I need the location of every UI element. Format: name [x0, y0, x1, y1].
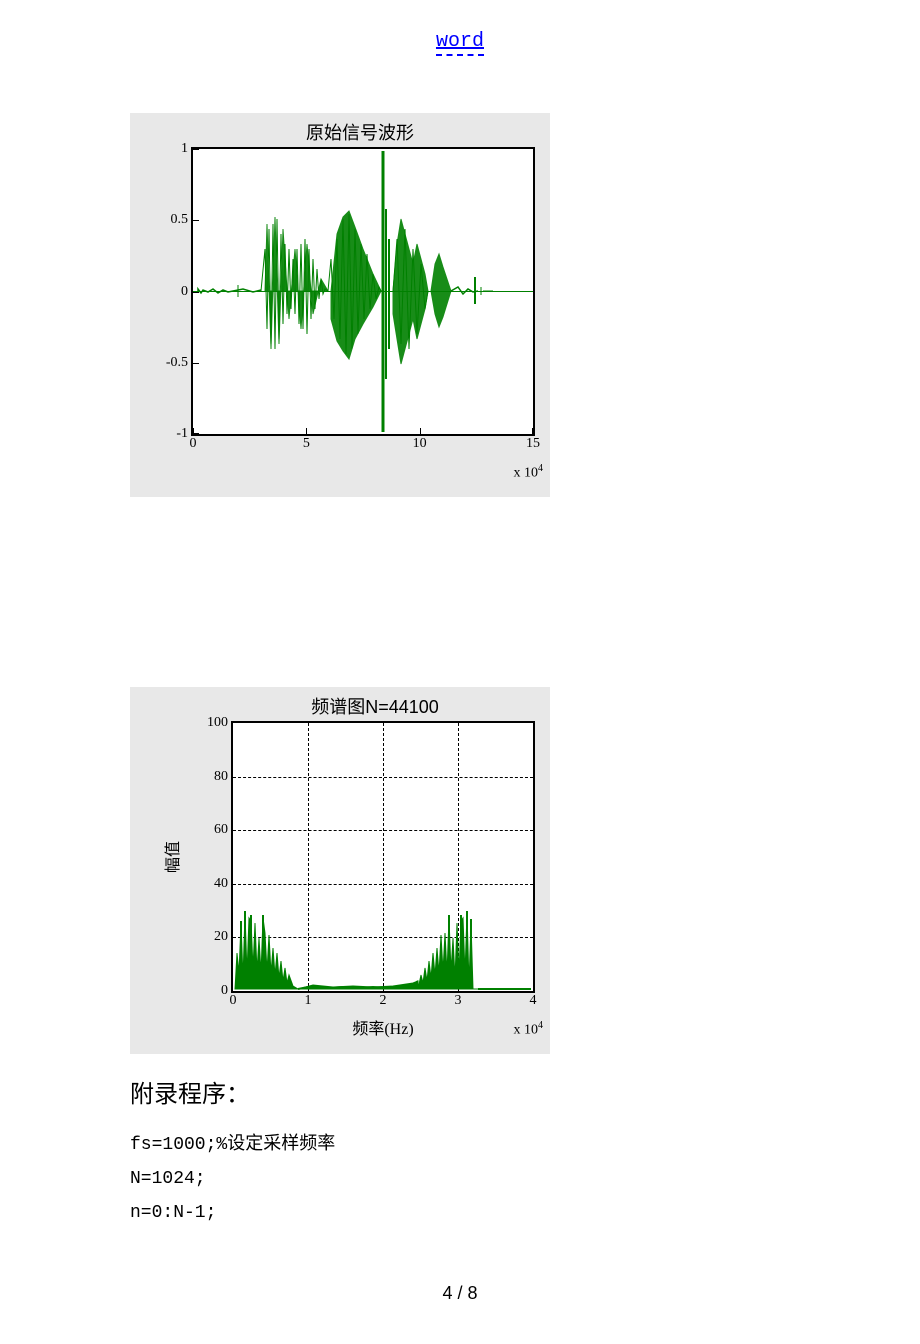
x-tick-label: 10: [413, 436, 427, 452]
x-tick-label: 5: [303, 436, 310, 452]
y-tick-label: 1: [143, 141, 188, 157]
x-tick-label: 1: [305, 993, 312, 1009]
x-tick-label: 4: [530, 993, 537, 1009]
chart-2-x-multiplier: x 104: [514, 1020, 544, 1039]
chart-2-x-axis: 0 1 2 3 4: [233, 993, 533, 1013]
x-tick-label: 2: [380, 993, 387, 1009]
x-tick-label: 0: [190, 436, 197, 452]
chart-1-container: 原始信号波形: [130, 113, 920, 497]
y-tick-label: 60: [183, 822, 228, 838]
y-tick-label: 0: [183, 983, 228, 999]
chart-2-plot: 100 80 60 40 20 0 幅值 0 1 2 3 4: [231, 721, 535, 993]
chart-1-x-axis: 0 5 10 15: [193, 436, 533, 456]
chart-2-container: 频谱图N=44100: [130, 687, 920, 1054]
x-tick-label: 15: [526, 436, 540, 452]
header-link: word: [0, 30, 920, 53]
chart-2-title: 频谱图N=44100: [206, 693, 544, 719]
chart-1-x-multiplier: x 104: [514, 463, 544, 482]
code-line: n=0:N-1;: [130, 1203, 920, 1223]
x-tick-label: 3: [455, 993, 462, 1009]
y-tick-label: 0.5: [143, 212, 188, 228]
y-tick-label: 80: [183, 769, 228, 785]
appendix-heading: 附录程序：: [130, 1074, 920, 1109]
y-tick-label: -0.5: [143, 355, 188, 371]
chart-1-title: 原始信号波形: [176, 119, 544, 145]
y-tick-label: 100: [183, 715, 228, 731]
chart-1-plot: 1 0.5 0 -0.5 -1 0 5 10 15 x 104: [191, 147, 535, 436]
chart-2-y-label: 幅值: [159, 841, 183, 873]
x-tick-label: 0: [230, 993, 237, 1009]
word-link[interactable]: word: [436, 30, 484, 56]
chart-2-x-label: 频率(Hz): [352, 1015, 413, 1039]
y-tick-label: 20: [183, 929, 228, 945]
y-tick-label: 40: [183, 876, 228, 892]
y-tick-label: 0: [143, 284, 188, 300]
chart-2-y-axis: 100 80 60 40 20 0: [183, 723, 228, 991]
chart-1-y-axis: 1 0.5 0 -0.5 -1: [143, 149, 188, 434]
code-line: fs=1000;%设定采样频率: [130, 1129, 920, 1155]
code-line: N=1024;: [130, 1169, 920, 1189]
y-tick-label: -1: [143, 426, 188, 442]
page-footer: 4 / 8: [0, 1283, 920, 1304]
chart-1-waveform: [193, 149, 533, 434]
